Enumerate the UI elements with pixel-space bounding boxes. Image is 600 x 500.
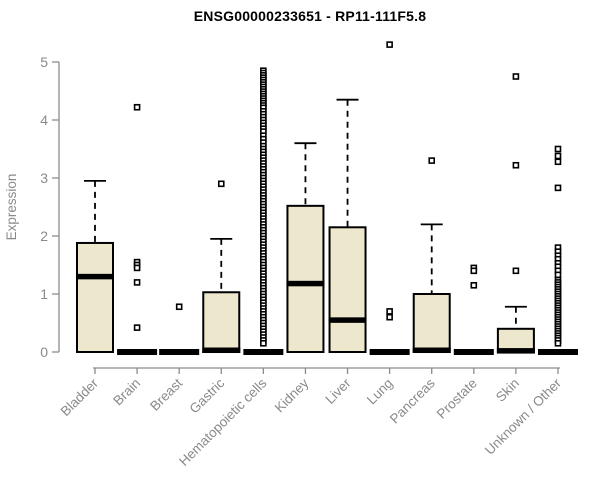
- outlier-point: [133, 103, 141, 111]
- box-brain: [117, 103, 158, 355]
- y-axis-title: Expression: [4, 174, 19, 241]
- box-prostate: [453, 264, 494, 355]
- y-tick-label: 3: [40, 170, 48, 186]
- outlier-point: [386, 308, 393, 315]
- outlier-point: [133, 264, 141, 272]
- x-tick-label-gastric: Gastric: [187, 375, 228, 416]
- median-line: [286, 280, 325, 287]
- x-tick-label-unknown-other: Unknown / Other: [482, 375, 565, 458]
- outlier-point: [133, 279, 141, 286]
- outlier-point: [260, 339, 267, 347]
- box-gastric: [202, 180, 241, 354]
- x-tick-label-kidney: Kidney: [272, 375, 312, 415]
- median-line: [369, 349, 410, 355]
- median-line: [412, 347, 451, 354]
- x-tick-label-bladder: Bladder: [58, 375, 102, 419]
- y-tick-label: 1: [40, 286, 48, 302]
- outlier-point: [512, 161, 520, 169]
- median-line: [453, 349, 494, 355]
- box-rect: [328, 226, 367, 353]
- box-rect: [412, 293, 451, 353]
- median-line: [159, 349, 200, 355]
- y-tick-label: 5: [40, 54, 48, 70]
- x-tick-label-lung: Lung: [364, 376, 396, 408]
- x-tick-label-liver: Liver: [322, 375, 354, 407]
- box-pancreas: [412, 157, 451, 354]
- box-kidney: [286, 142, 325, 353]
- box-liver: [328, 98, 367, 353]
- outlier-point: [217, 180, 225, 188]
- outlier-point: [512, 73, 520, 80]
- y-tick-label: 2: [40, 228, 48, 244]
- y-tick-label: 0: [40, 344, 48, 360]
- outlier-point: [470, 267, 478, 275]
- outlier-point: [554, 184, 562, 192]
- box-rect: [76, 241, 114, 354]
- box-unknown-other: [537, 145, 578, 355]
- median-line: [537, 349, 578, 355]
- outlier-point: [470, 281, 478, 289]
- outlier-point: [133, 324, 141, 331]
- x-tick-label-breast: Breast: [147, 375, 185, 413]
- median-line: [496, 348, 535, 354]
- outlier-point: [386, 41, 393, 48]
- box-rect: [202, 291, 241, 354]
- x-tick-label-brain: Brain: [110, 376, 143, 409]
- outlier-point: [512, 267, 520, 275]
- box-skin: [496, 73, 535, 354]
- outlier-point: [554, 152, 562, 160]
- x-tick-label-prostate: Prostate: [434, 376, 480, 422]
- box-lung: [369, 41, 410, 355]
- y-tick-label: 4: [40, 112, 48, 128]
- x-tick-label-skin: Skin: [493, 376, 522, 405]
- median-line: [243, 349, 284, 355]
- box-hematopoietic-cells: [243, 67, 284, 355]
- outlier-point: [554, 339, 562, 347]
- outlier-point: [175, 303, 183, 311]
- median-line: [328, 317, 367, 323]
- outlier-point: [554, 271, 562, 279]
- box-bladder: [76, 179, 114, 354]
- median-line: [117, 349, 158, 355]
- outlier-point: [554, 145, 562, 153]
- outlier-point: [428, 157, 436, 164]
- median-line: [202, 347, 241, 354]
- box-rect: [286, 204, 325, 353]
- outlier-point: [554, 158, 562, 166]
- chart-title: ENSG00000233651 - RP11-111F5.8: [193, 8, 427, 24]
- y-axis: 0 1 2 3 4 5 Expression: [4, 54, 60, 360]
- box-breast: [159, 303, 200, 355]
- median-line: [76, 273, 114, 280]
- x-tick-label-pancreas: Pancreas: [387, 375, 438, 426]
- outlier-point: [386, 313, 393, 321]
